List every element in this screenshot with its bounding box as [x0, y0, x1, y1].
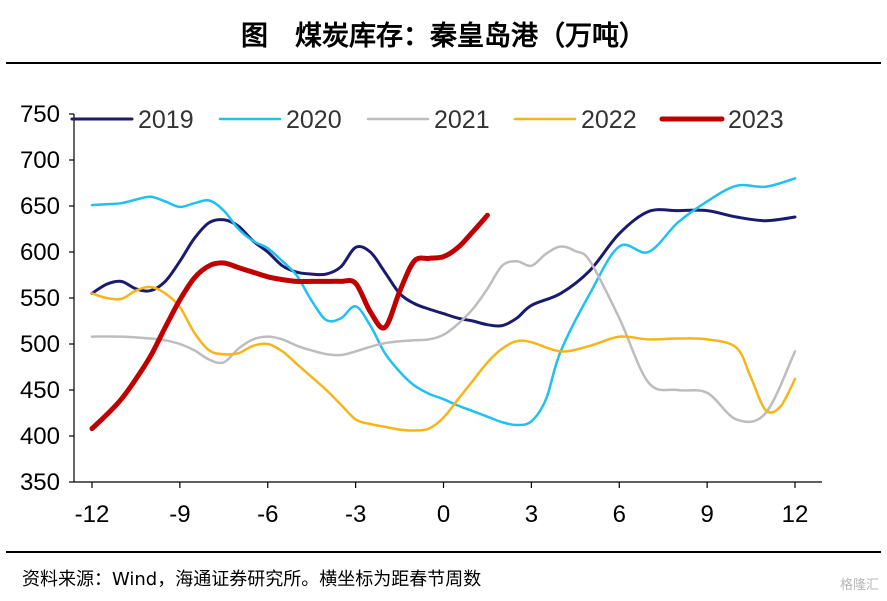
- series-line-2019: [90, 208, 797, 328]
- legend-label-2019: 2019: [138, 106, 194, 134]
- y-tick-label: 500: [20, 331, 60, 358]
- x-tick-label: 3: [525, 501, 538, 528]
- y-tick-label: 600: [20, 239, 60, 266]
- x-tick-label: -9: [169, 501, 190, 528]
- x-tick-label: 0: [437, 501, 450, 528]
- y-tick-label: 450: [20, 377, 60, 404]
- series-line-2020: [90, 177, 797, 427]
- watermark-logo: 格隆汇: [839, 578, 879, 593]
- y-tick-label: 750: [20, 101, 60, 128]
- legend-label-2021: 2021: [434, 106, 490, 134]
- legend-label-2023: 2023: [728, 106, 784, 134]
- y-tick-label: 550: [20, 285, 60, 312]
- title-divider: [6, 62, 881, 64]
- y-tick-label: 700: [20, 147, 60, 174]
- chart-legend: 2019 2020 2021 2022 2023: [70, 106, 784, 134]
- x-tick-label: -12: [75, 501, 110, 528]
- page-title: 图 煤炭库存：秦皇岛港（万吨）: [241, 21, 646, 52]
- chart-axes: 350 400 450 500 550 600 650 700 750 -12 -9 -6 -3 0 3 6 9…: [20, 101, 822, 528]
- source-divider: [6, 551, 881, 553]
- legend-label-2020: 2020: [286, 106, 342, 134]
- series-line-2023: [89, 212, 490, 432]
- x-tick-label: 12: [782, 501, 809, 528]
- y-tick-label: 650: [20, 193, 60, 220]
- x-tick-label: -6: [257, 501, 278, 528]
- series-line-2022: [90, 285, 797, 432]
- chart-series-layer: [89, 177, 797, 432]
- series-line-2021: [90, 245, 797, 424]
- x-tick-label: 9: [700, 501, 713, 528]
- source-note: 资料来源：Wind，海通证券研究所。横坐标为距春节周数: [22, 569, 482, 590]
- y-tick-label: 350: [20, 469, 60, 496]
- x-tick-label: -3: [345, 501, 366, 528]
- y-tick-label: 400: [20, 423, 60, 450]
- legend-label-2022: 2022: [581, 106, 637, 134]
- x-tick-label: 6: [613, 501, 626, 528]
